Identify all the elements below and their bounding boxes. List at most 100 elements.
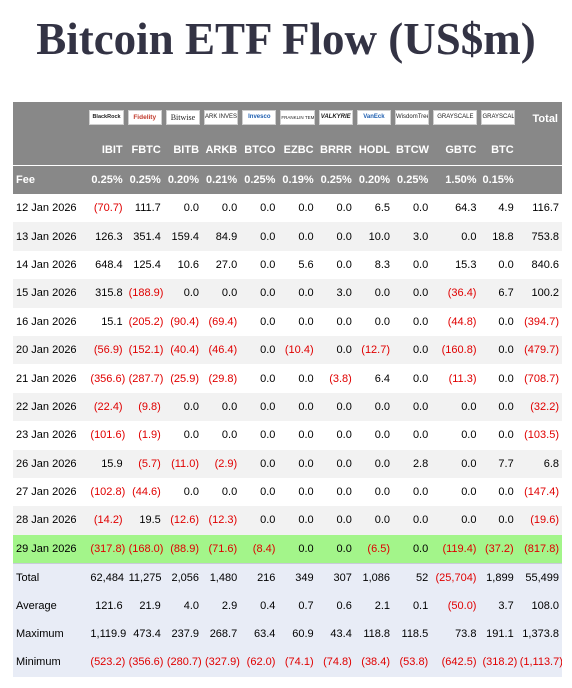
flow-value: 0.0 — [240, 392, 279, 422]
table-row: 16 Jan 2026 15.1 (205.2) (90.4) (69.4) 0.0 0.0… — [13, 308, 562, 336]
flow-value: (56.9) — [87, 335, 126, 365]
flow-value: (90.4) — [170, 315, 200, 328]
ticker-header: BTCW — [393, 135, 432, 165]
row-date: 14 Jan 2026 — [16, 258, 77, 271]
summary-value: 21.9 — [125, 591, 164, 620]
flow-value: 0.0 — [278, 279, 317, 308]
summary-value: (38.4) — [354, 648, 394, 677]
flow-value: 159.4 — [163, 222, 203, 251]
flow-value: 0.0 — [260, 429, 276, 442]
flow-value: (6.5) — [354, 534, 394, 564]
flow-rows: 12 Jan 2026 (70.7) 111.7 0.0 0.0 0.0 0.0 0.0 6.5… — [13, 194, 562, 564]
flow-value: 0.0 — [221, 486, 238, 499]
summary-value: 121.6 — [87, 591, 126, 620]
issuer-logo: BlackRock — [89, 109, 124, 125]
row-date: 15 Jan 2026 — [13, 279, 88, 308]
summary-value: (642.5) — [431, 648, 480, 677]
flow-value: 0.0 — [316, 506, 355, 535]
summary-value: 62,484 — [87, 562, 126, 592]
page-title: Bitcoin ETF Flow (US$m) — [36, 14, 536, 64]
flow-value: 0.0 — [374, 315, 391, 328]
flow-value: 0.0 — [479, 506, 517, 535]
flow-value: 6.7 — [479, 279, 517, 308]
summary-value: 268.7 — [202, 619, 241, 649]
flow-value: (12.7) — [354, 335, 394, 365]
summary-label: Average — [13, 591, 88, 620]
summary-value: 216 — [240, 562, 279, 592]
flow-value: 0.0 — [183, 202, 200, 215]
ticker-header: BRRR — [316, 135, 355, 165]
summary-value: 1,480 — [202, 562, 241, 592]
flow-value: 0.0 — [412, 429, 429, 442]
summary-value: 0.4 — [240, 591, 279, 620]
row-total: 116.7 — [532, 202, 559, 215]
flow-value: 0.0 — [412, 486, 429, 499]
summary-value: 2.1 — [354, 591, 394, 620]
flow-value: (9.8) — [125, 392, 164, 422]
fee-row: Fee 0.25% 0.25% 0.20% 0.21% 0.25% 0.19% … — [13, 164, 562, 194]
summary-value: 1,119.9 — [87, 619, 126, 649]
flow-value: 0.0 — [393, 335, 432, 365]
table-row: 20 Jan 2026 (56.9) (152.1) (40.4) (46.4) 0.0(… — [13, 335, 562, 365]
row-total: (32.2) — [516, 392, 562, 422]
flow-value: (119.4) — [431, 534, 480, 564]
row-total: (19.6) — [516, 506, 562, 535]
row-date: 28 Jan 2026 — [13, 506, 88, 535]
ticker-header: IBIT — [87, 135, 126, 165]
table-row: 13 Jan 2026 126.3 351.4 159.4 84.9 0.0 0.0 0.0 1… — [13, 222, 562, 251]
issuer-logo: VALKYRIE — [318, 109, 353, 125]
issuer-logo: GRAYSCALE — [433, 109, 478, 125]
etf-flow-table: BlackRock Fidelity Bitwise ARK INVEST In… — [13, 102, 562, 677]
table-row: 22 Jan 2026 (22.4) (9.8) 0.0 0.0 0.0 0.0 0.0 0.0… — [13, 392, 562, 422]
summary-value: (50.0) — [431, 591, 480, 620]
summary-label: Total — [13, 562, 88, 592]
flow-value: (3.8) — [329, 372, 352, 385]
summary-value: 3.7 — [479, 591, 517, 620]
flow-value: 0.0 — [393, 534, 432, 564]
row-total: 753.8 — [516, 222, 562, 251]
flow-value: 0.0 — [260, 202, 276, 215]
flow-value: 19.5 — [125, 506, 164, 535]
flow-value: 0.0 — [498, 315, 514, 328]
flow-value: (101.6) — [90, 429, 126, 442]
flow-value: (11.0) — [163, 449, 203, 478]
flow-value: 0.0 — [479, 392, 517, 422]
flow-value: 10.0 — [354, 222, 394, 251]
flow-value: 0.0 — [336, 315, 352, 328]
flow-value: 0.0 — [498, 372, 514, 385]
summary-value: 2,056 — [163, 562, 203, 592]
row-total: 840.6 — [531, 258, 559, 271]
summary-label: Minimum — [13, 648, 88, 677]
summary-total: (1,113.7) — [516, 648, 562, 677]
summary-value: (25,704) — [431, 562, 480, 592]
flow-value: 0.0 — [354, 449, 394, 478]
flow-value: 0.0 — [374, 486, 391, 499]
flow-value: 0.0 — [316, 222, 355, 251]
flow-value: 0.0 — [260, 315, 276, 328]
summary-value: 52 — [393, 562, 432, 592]
flow-value: 0.0 — [298, 202, 314, 215]
flow-value: 0.0 — [260, 372, 276, 385]
issuer-logo: Bitwise — [165, 109, 201, 125]
flow-value: 0.0 — [461, 429, 477, 442]
summary-value: 1,086 — [354, 562, 394, 592]
summary-value: 349 — [278, 562, 317, 592]
fee-value: 0.21% — [202, 164, 241, 194]
flow-value: 0.0 — [393, 506, 432, 535]
flow-value: (22.4) — [87, 392, 126, 422]
flow-value: 0.0 — [431, 222, 480, 251]
flow-value: 0.0 — [412, 315, 429, 328]
flow-value: (29.8) — [208, 372, 238, 385]
summary-value: 118.5 — [393, 619, 432, 649]
flow-value: 0.0 — [354, 392, 394, 422]
flow-value: 0.0 — [278, 534, 317, 564]
flow-value: 0.0 — [183, 429, 200, 442]
summary-value: (53.8) — [393, 648, 432, 677]
table-row: 29 Jan 2026 (317.8) (168.0) (88.9) (71.6) (8.… — [13, 534, 562, 564]
fee-value: 0.25% — [393, 164, 432, 194]
flow-value: (36.4) — [431, 279, 480, 308]
row-total: (103.5) — [524, 429, 559, 442]
row-total: (394.7) — [524, 315, 559, 328]
flow-value: (356.6) — [90, 372, 126, 385]
flow-value: 0.0 — [240, 222, 279, 251]
